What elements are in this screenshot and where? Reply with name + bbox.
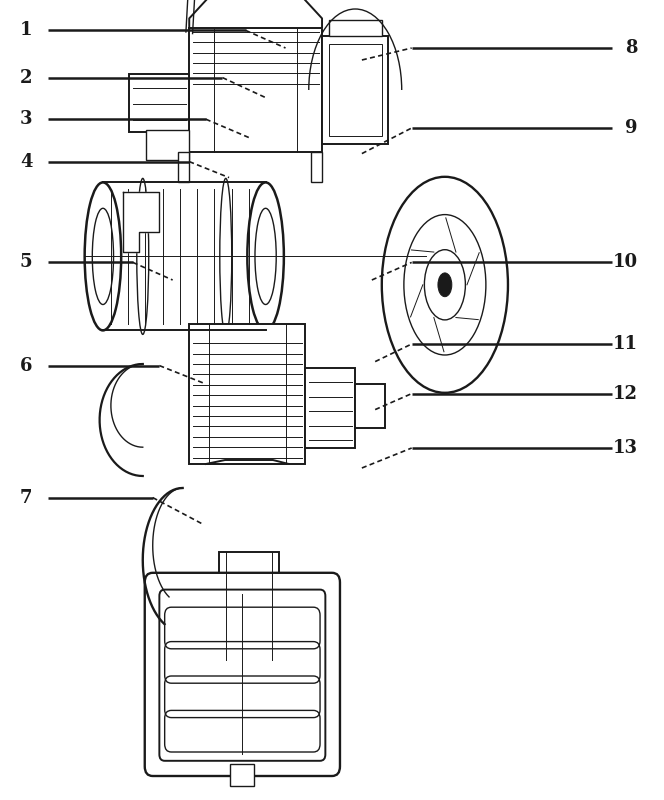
Bar (129, 74, 189, 132)
Text: 13: 13 (612, 439, 637, 457)
Bar (189, 324, 305, 464)
Bar (311, 152, 322, 182)
Text: 9: 9 (625, 119, 637, 137)
FancyBboxPatch shape (145, 573, 340, 776)
Polygon shape (206, 460, 289, 464)
Bar (219, 552, 279, 660)
Polygon shape (123, 192, 159, 252)
Text: 11: 11 (612, 335, 637, 353)
Polygon shape (189, 0, 322, 28)
Ellipse shape (248, 182, 284, 330)
Ellipse shape (438, 273, 452, 297)
Bar (189, 28, 322, 152)
Ellipse shape (424, 250, 465, 320)
Bar (212, 656, 286, 672)
Text: 1: 1 (20, 22, 33, 39)
Text: 8: 8 (625, 39, 637, 57)
Bar (178, 152, 189, 182)
Text: 5: 5 (20, 254, 33, 271)
Bar (146, 130, 189, 160)
Bar (230, 764, 254, 786)
Bar (355, 384, 385, 428)
Bar (322, 36, 388, 144)
Text: 6: 6 (20, 357, 33, 374)
Text: 7: 7 (20, 489, 33, 506)
Bar (305, 368, 355, 448)
Text: 2: 2 (20, 69, 33, 86)
Ellipse shape (85, 182, 122, 330)
Text: 4: 4 (20, 153, 33, 170)
Text: 10: 10 (612, 254, 637, 271)
Bar (329, 44, 382, 136)
Text: 3: 3 (20, 110, 33, 128)
Text: 12: 12 (612, 385, 637, 402)
Bar (329, 20, 382, 36)
Ellipse shape (382, 177, 508, 393)
